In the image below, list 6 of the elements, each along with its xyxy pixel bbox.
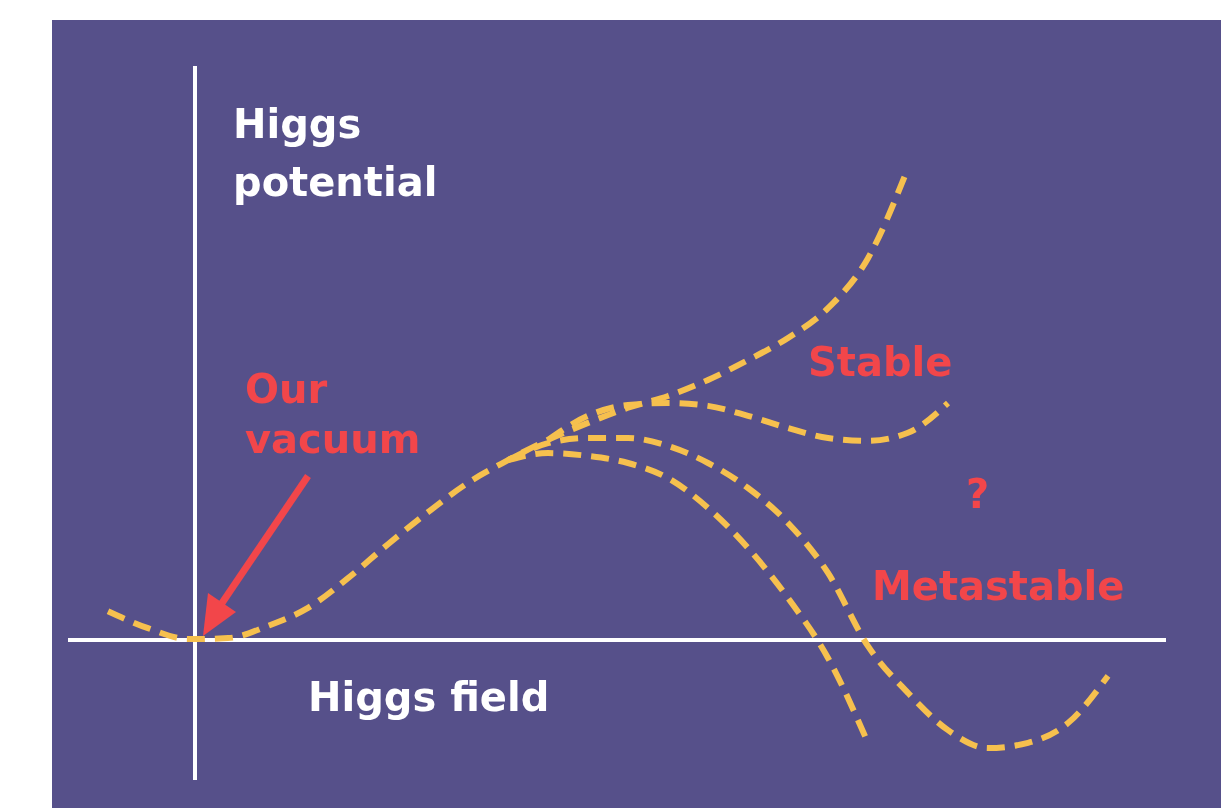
annotation: Metastable bbox=[872, 563, 1125, 609]
x-axis-title: Higgs field bbox=[308, 674, 550, 720]
annotation: Stable bbox=[808, 339, 953, 385]
y-axis-title: Higgs potential bbox=[233, 101, 438, 205]
annotation: ? bbox=[966, 471, 990, 517]
annotation: Our vacuum bbox=[245, 366, 421, 462]
